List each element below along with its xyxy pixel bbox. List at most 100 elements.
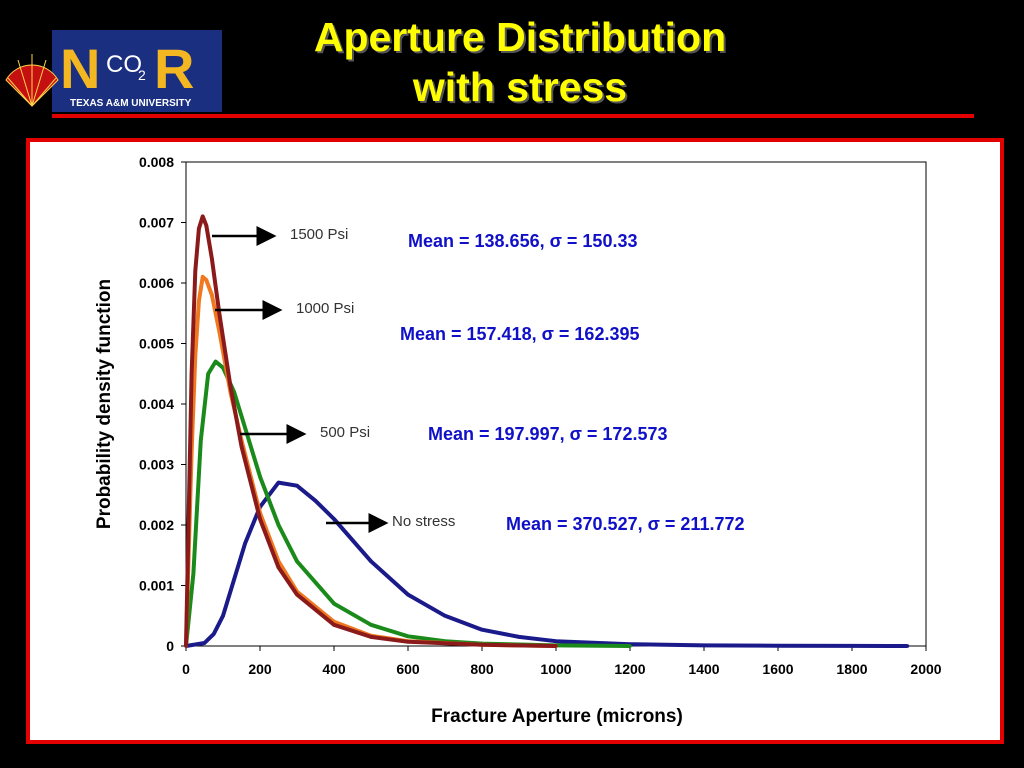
series-label-1500-psi: 1500 Psi [290, 226, 348, 243]
data-point-500-psi [199, 438, 203, 443]
x-tick-label: 0 [182, 661, 190, 677]
data-point-500-psi [213, 359, 218, 364]
y-tick-label: 0.008 [139, 154, 174, 170]
data-point-no-stress [295, 483, 299, 488]
series-line-1500-psi [184, 214, 557, 648]
y-tick-label: 0.006 [139, 275, 174, 291]
x-tick-label: 2000 [910, 661, 941, 677]
data-point-500-psi [243, 426, 247, 431]
x-tick-label: 600 [396, 661, 420, 677]
x-tick-label: 400 [322, 661, 346, 677]
data-point-no-stress [702, 643, 706, 648]
x-tick-label: 1600 [762, 661, 793, 677]
y-axis-title: Probability density function [94, 279, 115, 529]
y-tick-label: 0.007 [139, 215, 174, 231]
data-point-1500-psi [480, 642, 484, 647]
series-line-no-stress [185, 480, 908, 648]
data-point-no-stress [232, 577, 236, 582]
logo-co: CO [106, 51, 142, 78]
data-point-1500-psi [276, 565, 281, 570]
data-point-no-stress [202, 641, 207, 645]
chart-frame: 0 0.001 0.002 0.003 0.004 0.005 0.006 0.007 0.00… [26, 138, 1004, 744]
x-tick-label: 1200 [614, 661, 645, 677]
data-point-no-stress [332, 517, 336, 521]
data-point-no-stress [406, 592, 410, 597]
y-tick-label: 0.002 [139, 517, 174, 533]
data-point-1500-psi [406, 639, 410, 644]
y-tick-label: 0.001 [139, 578, 174, 594]
y-tick-label: 0.005 [139, 336, 174, 352]
data-point-no-stress [369, 559, 373, 564]
y-tick-label: 0 [166, 638, 174, 654]
logo-background [52, 30, 222, 112]
series-line-500-psi [184, 359, 631, 648]
x-tick-label: 1800 [836, 661, 867, 677]
data-point-1500-psi [258, 517, 262, 521]
data-point-1500-psi [554, 644, 558, 648]
series-label-1000-psi: 1000 Psi [296, 300, 354, 317]
data-point-1500-psi [197, 226, 201, 231]
logo-university: TEXAS A&M UNIVERSITY [70, 98, 192, 109]
data-point-no-stress [554, 639, 558, 643]
data-point-no-stress [221, 613, 225, 618]
logo-letter-r: R [154, 37, 194, 100]
data-point-500-psi [628, 644, 632, 648]
shell-icon [5, 54, 59, 107]
data-point-no-stress [905, 644, 910, 648]
data-point-1500-psi [332, 623, 336, 627]
data-point-500-psi [276, 523, 281, 527]
data-point-1500-psi [239, 444, 244, 449]
data-point-1000-psi [204, 278, 209, 282]
data-point-500-psi [258, 474, 262, 479]
x-axis-title: Fracture Aperture (microns) [431, 706, 683, 727]
title-divider [52, 114, 974, 118]
data-point-500-psi [295, 559, 299, 564]
data-point-no-stress [776, 643, 780, 648]
data-point-500-psi [191, 571, 196, 576]
data-point-500-psi [406, 634, 410, 639]
stats-1500-psi: Mean = 138.656, σ = 150.33 [408, 231, 637, 251]
title-line-2: with stress [412, 64, 628, 110]
stats-no-stress: Mean = 370.527, σ = 211.772 [506, 514, 745, 534]
x-tick-label: 800 [470, 661, 494, 677]
data-point-1500-psi [189, 371, 194, 376]
nfr-logo: N R CO 2 TEXAS A&M UNIVERSITY [5, 30, 222, 112]
stats-1000-psi: Mean = 157.418, σ = 162.395 [400, 324, 639, 344]
data-point-1500-psi [295, 592, 299, 597]
pdf-chart: 0 0.001 0.002 0.003 0.004 0.005 0.006 0.007 0.00… [94, 154, 942, 727]
data-point-no-stress [443, 613, 447, 618]
data-point-1500-psi [228, 384, 233, 388]
data-point-1500-psi [200, 214, 205, 219]
series-label-500-psi: 500 Psi [320, 424, 370, 441]
data-point-no-stress [276, 480, 281, 485]
logo-letter-n: N [60, 37, 100, 100]
data-point-no-stress [517, 635, 521, 639]
y-tick-label: 0.003 [139, 457, 174, 473]
data-point-1500-psi [184, 644, 188, 648]
data-point-500-psi [369, 623, 373, 627]
data-point-1500-psi [210, 257, 214, 261]
data-point-no-stress [243, 541, 247, 545]
data-point-no-stress [313, 499, 318, 503]
x-tick-label: 1000 [540, 661, 571, 677]
logo-co-subscript: 2 [138, 67, 146, 83]
data-point-1000-psi [200, 275, 205, 279]
title-line-1: Aperture Distribution [313, 14, 727, 60]
x-tick-label: 1400 [688, 661, 719, 677]
data-point-1500-psi [369, 635, 373, 639]
data-point-1000-psi [193, 353, 198, 358]
data-point-1500-psi [217, 311, 222, 316]
y-tick-label: 0.004 [139, 396, 174, 412]
slide-title: Aperture Distribution with stress [230, 12, 810, 112]
data-point-no-stress [850, 644, 854, 648]
data-point-1500-psi [193, 269, 198, 273]
x-tick-label: 200 [248, 661, 272, 677]
data-point-no-stress [480, 627, 484, 632]
data-point-1000-psi [210, 293, 214, 297]
data-point-1500-psi [204, 223, 209, 228]
data-point-500-psi [332, 601, 336, 606]
data-point-no-stress [211, 632, 216, 636]
data-point-1000-psi [197, 299, 201, 303]
series-label-no-stress: No stress [392, 513, 455, 530]
data-point-500-psi [206, 371, 210, 376]
